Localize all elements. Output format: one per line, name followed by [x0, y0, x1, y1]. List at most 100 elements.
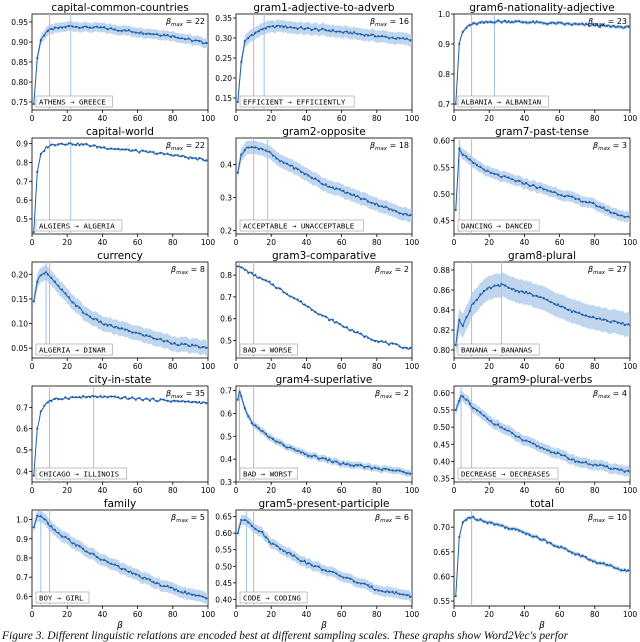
- data-point: [472, 515, 475, 518]
- data-point: [268, 150, 271, 153]
- x-tick-label: 20: [62, 610, 72, 619]
- data-point: [465, 26, 468, 29]
- example-label: CHICAGO → ILLINOIS: [39, 470, 119, 479]
- data-point: [198, 400, 201, 404]
- y-tick-label: 0.7: [16, 403, 28, 412]
- data-point: [335, 460, 338, 463]
- data-point: [465, 518, 468, 521]
- data-point: [623, 470, 626, 473]
- data-point: [380, 35, 384, 38]
- data-point: [468, 23, 471, 27]
- data-point: [349, 31, 352, 34]
- data-point: [468, 402, 471, 405]
- plot-frame: [31, 385, 209, 483]
- data-point: [409, 595, 412, 599]
- data-point: [127, 329, 130, 333]
- data-point: [338, 463, 341, 466]
- data-point: [131, 572, 134, 575]
- confidence-band: [237, 514, 412, 602]
- subplot-title: gram5-present-participle: [259, 498, 390, 510]
- x-tick-label: 20: [484, 362, 494, 371]
- data-point: [303, 303, 306, 306]
- data-point: [64, 143, 67, 146]
- data-point: [99, 395, 102, 398]
- data-point: [317, 565, 320, 568]
- example-box: [35, 219, 123, 232]
- data-point: [486, 21, 489, 24]
- example-label: BANANA → BANANAS: [461, 346, 532, 355]
- data-point: [50, 27, 53, 30]
- data-point: [191, 157, 194, 160]
- y-tick-label: 0.60: [215, 529, 232, 538]
- data-point: [106, 28, 109, 31]
- data-point: [356, 464, 359, 467]
- data-point: [623, 323, 626, 327]
- data-point: [613, 320, 616, 323]
- x-tick-label: 80: [372, 114, 382, 123]
- data-point: [598, 317, 602, 320]
- data-point: [106, 396, 109, 399]
- data-point: [120, 568, 123, 571]
- y-tick-label: 0.60: [433, 389, 450, 398]
- example-label: DECREASE → DECREASES: [461, 470, 550, 479]
- data-point: [169, 153, 173, 156]
- data-point: [96, 146, 99, 149]
- data-point: [53, 280, 56, 283]
- data-point: [36, 514, 39, 517]
- y-tick-label: 0.60: [433, 572, 450, 581]
- x-tick-label: 60: [133, 238, 143, 247]
- x-tick-label: 60: [133, 114, 143, 123]
- data-point: [261, 530, 264, 534]
- data-point: [282, 549, 285, 553]
- data-point: [296, 168, 299, 171]
- data-point: [194, 344, 197, 347]
- y-tick-label: 0.45: [433, 440, 450, 449]
- subplot-title: gram6-nationality-adjective: [469, 2, 614, 14]
- data-point: [46, 522, 49, 525]
- data-point: [567, 22, 570, 25]
- x-tick-label: 0: [30, 486, 35, 495]
- data-point: [110, 324, 113, 327]
- data-point: [482, 414, 486, 417]
- data-point: [581, 554, 584, 557]
- data-point: [278, 547, 282, 551]
- subplot-gram7-past-tense: gram7-past-tense 0.45 0.50 0.55 0.60 0 20 40 60 8…: [433, 126, 637, 247]
- data-point: [243, 149, 246, 152]
- data-point: [278, 160, 282, 163]
- data-point: [236, 532, 239, 535]
- data-point: [388, 343, 391, 346]
- data-point: [377, 35, 380, 38]
- data-point: [53, 397, 56, 400]
- data-point: [591, 464, 595, 467]
- data-point: [282, 26, 285, 29]
- data-point: [187, 592, 190, 595]
- x-tick-label: 40: [520, 362, 530, 371]
- data-point: [609, 211, 612, 214]
- x-tick-label: 40: [98, 610, 108, 619]
- data-point: [194, 156, 197, 160]
- data-point: [317, 457, 320, 460]
- data-point: [303, 452, 306, 456]
- y-tick-label: 0.55: [433, 597, 450, 606]
- data-point: [574, 197, 577, 200]
- data-point: [247, 415, 250, 418]
- example-box: [35, 95, 113, 108]
- data-point: [71, 395, 74, 399]
- data-point: [57, 284, 60, 287]
- data-point: [556, 451, 559, 454]
- data-point: [88, 145, 92, 148]
- data-point: [275, 157, 278, 160]
- x-tick-label: 60: [337, 238, 347, 247]
- data-point: [74, 143, 78, 147]
- data-point: [257, 147, 260, 151]
- example-label: ATHENS → GREECE: [39, 98, 106, 107]
- data-point: [328, 570, 331, 573]
- data-point: [584, 200, 588, 204]
- data-point: [36, 280, 39, 283]
- y-tick-label: 0.7: [438, 100, 450, 109]
- data-point: [623, 26, 626, 29]
- y-tick-label: 0.8: [438, 70, 450, 79]
- data-point: [507, 286, 510, 289]
- data-point: [514, 180, 517, 183]
- data-point: [349, 329, 352, 332]
